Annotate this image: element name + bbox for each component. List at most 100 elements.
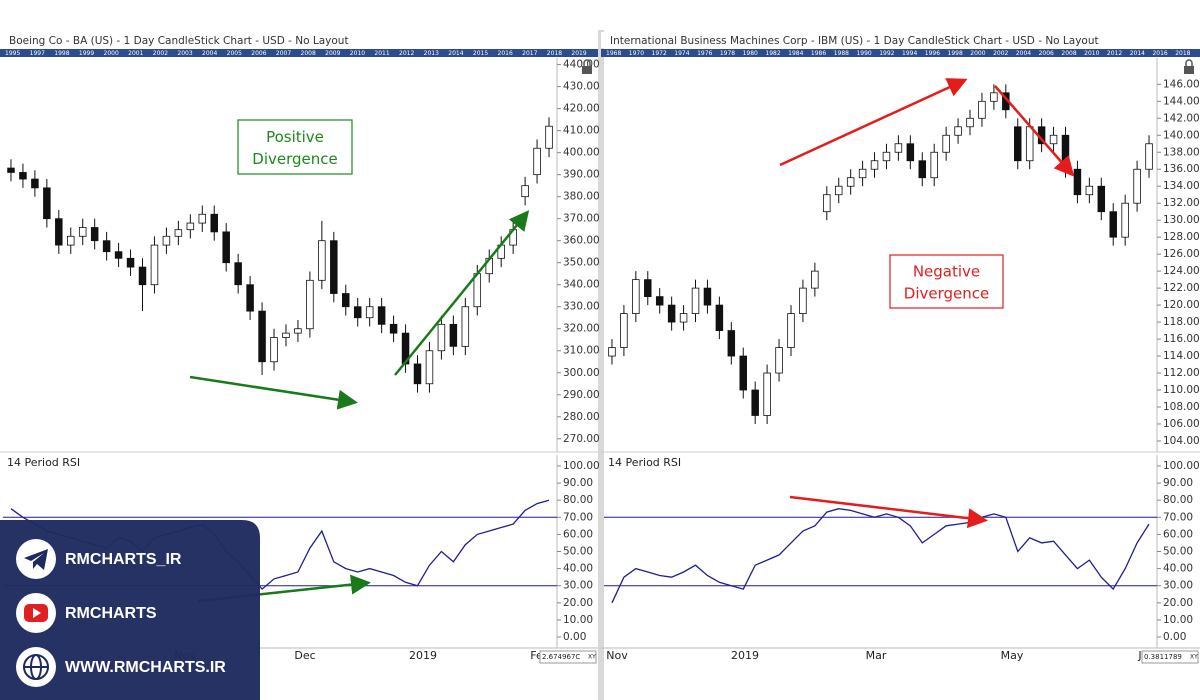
candle-body [425, 350, 434, 385]
year-label: 2014 [448, 50, 463, 57]
y-tick-label: 10.00 [1163, 614, 1193, 626]
telegram-plane [24, 549, 48, 570]
x-tick-label: 2019 [409, 649, 437, 662]
year-label: 2008 [301, 50, 316, 57]
candle-body [162, 235, 171, 246]
candle-body [126, 257, 135, 268]
youtube-play [33, 608, 41, 618]
year-label: 1984 [788, 50, 803, 57]
candle-body [882, 151, 891, 162]
candle-body [703, 287, 712, 306]
arrow [789, 495, 988, 529]
year-label: 2010 [350, 50, 365, 57]
y-tick-label: 10.00 [563, 614, 593, 626]
y-tick-label: 142.00 [1163, 112, 1200, 124]
year-label: 2002 [153, 50, 168, 57]
y-tick-label: 70.00 [563, 511, 593, 523]
y-tick-label: 390.00 [563, 169, 600, 181]
candle-body [521, 185, 529, 198]
candle-body [353, 306, 362, 319]
panel-divider [598, 30, 604, 700]
year-label: 1990 [856, 50, 871, 57]
y-tick-label: 116.00 [1163, 333, 1200, 345]
y-tick-label: 114.00 [1163, 350, 1200, 362]
x-tick-label: May [1001, 649, 1024, 662]
candle-body [1025, 126, 1034, 162]
year-label: 2011 [374, 50, 389, 57]
year-label: 2000 [970, 50, 985, 57]
candle-body [138, 266, 147, 286]
panel-title: 14 Period RSI [608, 456, 681, 469]
year-label: 2016 [1152, 50, 1167, 57]
annotation-line: Positive [266, 128, 324, 146]
candle-body [787, 313, 795, 348]
candle-body [632, 279, 640, 314]
year-label: 2004 [1016, 50, 1031, 57]
x-tick-label: Dec [294, 649, 315, 662]
year-label: 2019 [571, 50, 586, 57]
year-label: 2018 [1175, 50, 1190, 57]
candle-body [222, 231, 230, 264]
y-tick-label: 270.00 [563, 433, 600, 445]
y-tick-label: 110.00 [1163, 384, 1200, 396]
y-tick-label: 0.00 [563, 631, 586, 643]
y-tick-label: 134.00 [1163, 180, 1200, 192]
candle-body [234, 262, 242, 286]
y-tick-label: 124.00 [1163, 265, 1200, 277]
candle-body [751, 389, 759, 416]
y-tick-label: 280.00 [563, 411, 600, 423]
year-label: 1988 [834, 50, 849, 57]
candle-body [31, 178, 39, 189]
arrow [189, 375, 358, 410]
candle-body [413, 363, 422, 385]
annotation: Negative Divergence [904, 262, 989, 302]
annotation-line: Divergence [252, 150, 337, 168]
candle-body [246, 284, 254, 312]
candle-body [389, 323, 398, 334]
y-tick-label: 320.00 [563, 323, 600, 335]
telegram-icon [16, 539, 56, 579]
y-tick-label: 20.00 [563, 597, 593, 609]
candle-body [930, 151, 938, 179]
y-tick-label: 430.00 [563, 81, 600, 93]
y-tick-label: 112.00 [1163, 367, 1200, 379]
y-tick-label: 128.00 [1163, 231, 1200, 243]
candle-body [449, 323, 458, 347]
candle-body [102, 240, 111, 253]
y-tick-label: 30.00 [563, 580, 593, 592]
year-label: 2012 [399, 50, 414, 57]
year-label: 2013 [424, 50, 439, 57]
y-tick-label: 410.00 [563, 125, 600, 137]
year-label: 1986 [811, 50, 826, 57]
candle-body [210, 213, 218, 233]
year-label: 1982 [765, 50, 780, 57]
year-label: 2009 [325, 50, 340, 57]
candle-body [330, 240, 338, 294]
candle-body [834, 185, 843, 196]
candle-body [608, 347, 616, 357]
candle-body [90, 227, 99, 242]
chart-title: International Business Machines Corp - I… [610, 35, 1099, 47]
y-tick-label: 136.00 [1163, 163, 1200, 175]
year-label: 2010 [1084, 50, 1099, 57]
y-tick-label: 146.00 [1163, 78, 1200, 90]
candle-body [258, 310, 266, 363]
y-tick-label: 90.00 [563, 477, 593, 489]
candle-body [342, 293, 350, 308]
candle-body [1145, 143, 1153, 170]
x-tick-label: Nov [606, 649, 628, 662]
y-tick-label: 80.00 [1163, 494, 1193, 506]
globe-lines [23, 654, 49, 680]
candle-body [1133, 168, 1141, 204]
year-label: 1995 [5, 50, 20, 57]
candle-body [954, 126, 962, 136]
y-tick-label: 126.00 [1163, 248, 1200, 260]
y-tick-label: 106.00 [1163, 418, 1200, 430]
y-tick-label: 340.00 [563, 279, 600, 291]
candle-body [655, 296, 664, 306]
year-label: 2006 [1039, 50, 1054, 57]
candle-body [7, 167, 15, 173]
candle-body [114, 251, 123, 259]
candle-body [67, 235, 75, 246]
annotation: Positive Divergence [252, 128, 337, 168]
